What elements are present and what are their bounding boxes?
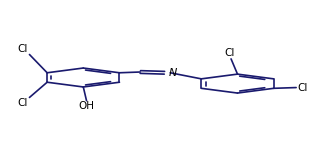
Text: Cl: Cl: [298, 83, 308, 93]
Text: Cl: Cl: [224, 48, 235, 58]
Text: OH: OH: [78, 101, 95, 111]
Text: Cl: Cl: [17, 44, 28, 54]
Text: N: N: [168, 68, 177, 78]
Text: Cl: Cl: [17, 98, 28, 108]
